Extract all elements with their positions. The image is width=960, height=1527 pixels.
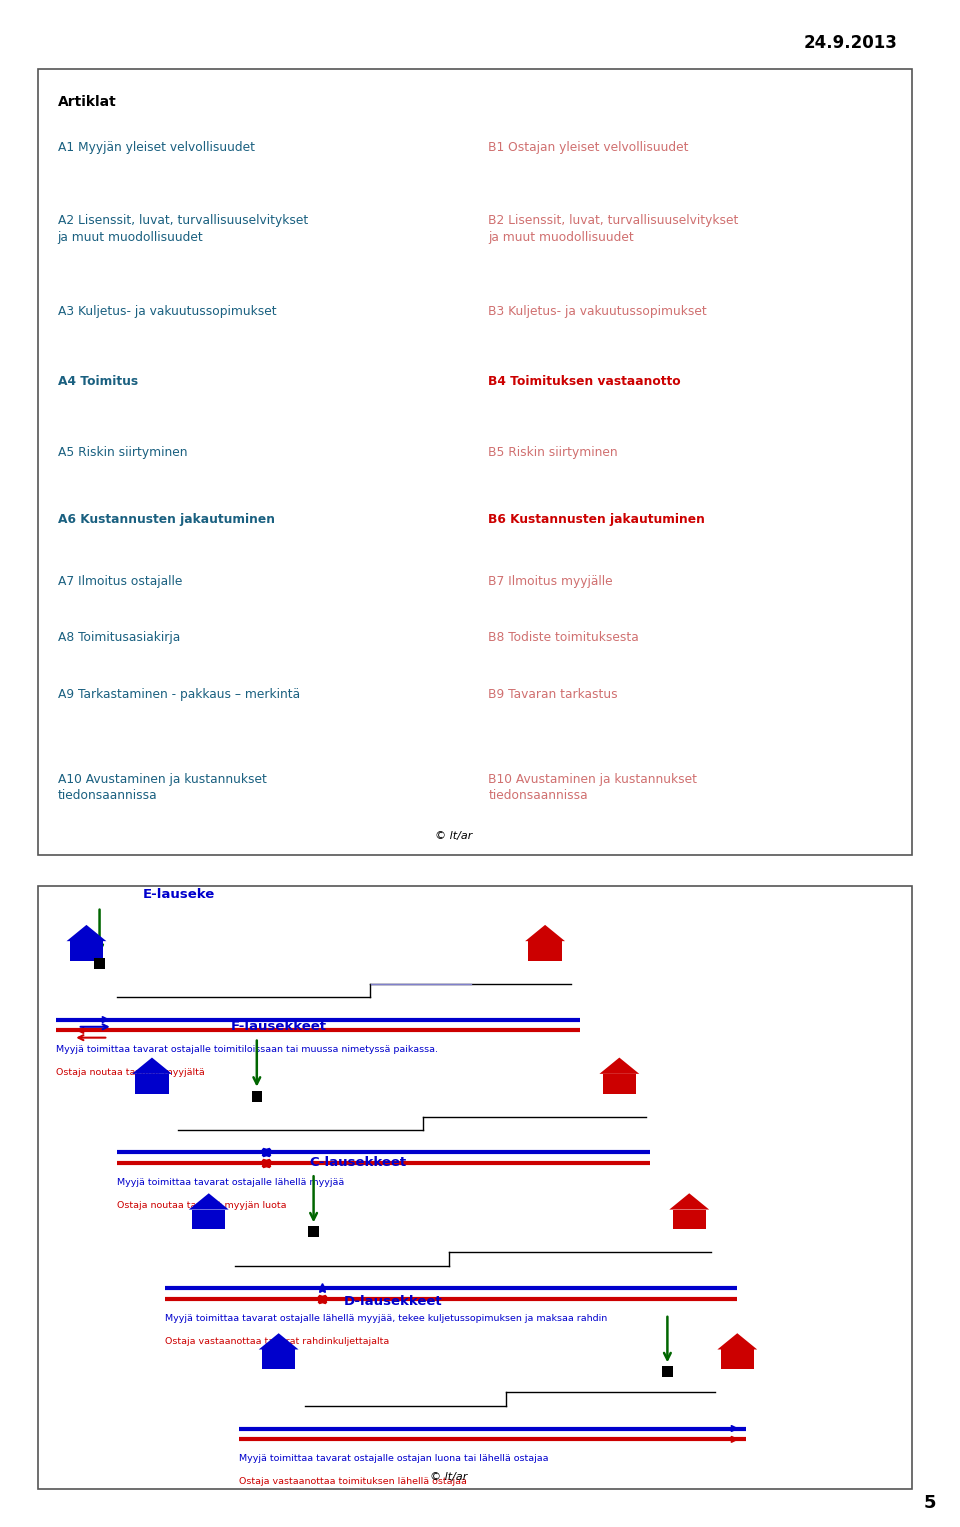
Text: 24.9.2013: 24.9.2013 [804,34,898,52]
Polygon shape [599,1058,639,1073]
Text: Ostaja noutaa tavarat myyjältä: Ostaja noutaa tavarat myyjältä [56,1069,204,1078]
Bar [673,1209,706,1229]
Text: A5 Riskin siirtyminen: A5 Riskin siirtyminen [58,446,187,460]
Text: B2 Lisenssit, luvat, turvallisuuselvitykset
ja muut muodollisuudet: B2 Lisenssit, luvat, turvallisuuselvityk… [489,214,738,244]
Text: Ostaja vastaanottaa tavarat rahdinkuljettajalta: Ostaja vastaanottaa tavarat rahdinkuljet… [165,1336,390,1345]
Polygon shape [525,925,565,941]
Text: A9 Tarkastaminen - pakkaus – merkintä: A9 Tarkastaminen - pakkaus – merkintä [58,687,300,701]
Text: B3 Kuljetus- ja vakuutussopimukset: B3 Kuljetus- ja vakuutussopimukset [489,305,708,318]
Text: A3 Kuljetus- ja vakuutussopimukset: A3 Kuljetus- ja vakuutussopimukset [58,305,276,318]
Text: B5 Riskin siirtyminen: B5 Riskin siirtyminen [489,446,618,460]
Text: Ostaja noutaa tavarat myyjän luota: Ostaja noutaa tavarat myyjän luota [117,1202,286,1209]
Text: C-lausekkeet: C-lausekkeet [309,1156,406,1170]
Polygon shape [717,1333,757,1350]
Text: Myyjä toimittaa tavarat ostajalle lähellä myyjää, tekee kuljetussopimuksen ja ma: Myyjä toimittaa tavarat ostajalle lähell… [165,1313,608,1322]
Text: F-lausekkeet: F-lausekkeet [230,1020,326,1034]
Text: Myyjä toimittaa tavarat ostajalle ostajan luona tai lähellä ostajaa: Myyjä toimittaa tavarat ostajalle ostaja… [239,1454,549,1463]
Text: A6 Kustannusten jakautuminen: A6 Kustannusten jakautuminen [58,513,275,525]
Text: A2 Lisenssit, luvat, turvallisuuselvitykset
ja muut muodollisuudet: A2 Lisenssit, luvat, turvallisuuselvityk… [58,214,308,244]
Text: A1 Myyjän yleiset velvollisuudet: A1 Myyjän yleiset velvollisuudet [58,140,254,154]
Text: Myyjä toimittaa tavarat ostajalle toimitiloissaan tai muussa nimetyssä paikassa.: Myyjä toimittaa tavarat ostajalle toimit… [56,1046,438,1055]
Bar [308,1226,319,1237]
Text: A4 Toimitus: A4 Toimitus [58,376,137,388]
Text: A8 Toimitusasiakirja: A8 Toimitusasiakirja [58,631,180,644]
Bar [721,1350,754,1370]
Text: 5: 5 [924,1493,936,1512]
Text: Ostaja vastaanottaa toimituksen lähellä ostajaa: Ostaja vastaanottaa toimituksen lähellä … [239,1477,468,1486]
Bar [94,957,105,970]
Text: B1 Ostajan yleiset velvollisuudet: B1 Ostajan yleiset velvollisuudet [489,140,689,154]
Text: B4 Toimituksen vastaanotto: B4 Toimituksen vastaanotto [489,376,681,388]
Bar [603,1073,636,1093]
Text: © lt/ar: © lt/ar [430,1472,468,1481]
Text: A10 Avustaminen ja kustannukset
tiedonsaannissa: A10 Avustaminen ja kustannukset tiedonsa… [58,773,267,802]
Polygon shape [669,1193,709,1209]
Text: © lt/ar: © lt/ar [435,831,472,841]
Text: Artiklat: Artiklat [58,96,116,110]
Polygon shape [132,1058,172,1073]
Text: B6 Kustannusten jakautuminen: B6 Kustannusten jakautuminen [489,513,706,525]
Polygon shape [66,925,107,941]
Bar [252,1090,262,1101]
Text: B8 Todiste toimituksesta: B8 Todiste toimituksesta [489,631,639,644]
Bar [135,1073,169,1093]
Bar [662,1367,673,1377]
Text: A7 Ilmoitus ostajalle: A7 Ilmoitus ostajalle [58,576,182,588]
Polygon shape [189,1193,228,1209]
Text: Myyjä toimittaa tavarat ostajalle lähellä myyjää: Myyjä toimittaa tavarat ostajalle lähell… [117,1179,345,1186]
Polygon shape [259,1333,299,1350]
Bar [192,1209,226,1229]
Text: E-lauseke: E-lauseke [143,887,215,901]
Text: B7 Ilmoitus myyjälle: B7 Ilmoitus myyjälle [489,576,612,588]
Bar [529,941,562,960]
Text: D-lausekkeet: D-lausekkeet [345,1295,443,1307]
Text: B9 Tavaran tarkastus: B9 Tavaran tarkastus [489,687,618,701]
Bar [70,941,103,960]
Bar [262,1350,296,1370]
Text: B10 Avustaminen ja kustannukset
tiedonsaannissa: B10 Avustaminen ja kustannukset tiedonsa… [489,773,697,802]
